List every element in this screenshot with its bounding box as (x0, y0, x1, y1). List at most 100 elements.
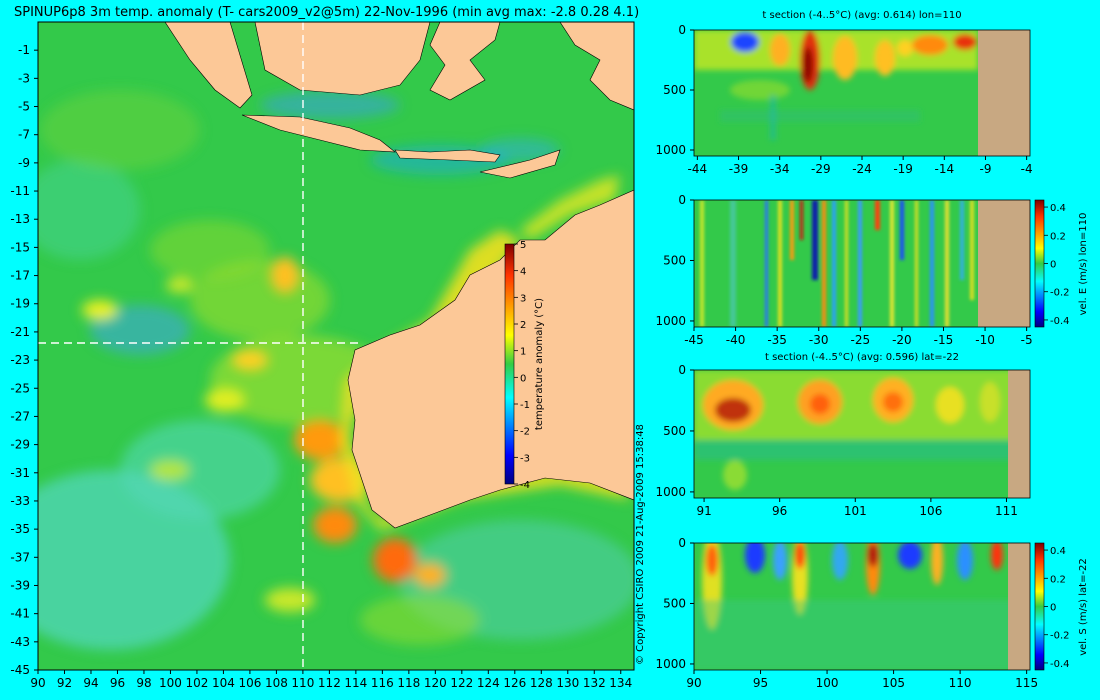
map-x-tick-label: 102 (185, 676, 208, 690)
vel-e-colorbar-label: vel. E (m/s) lon=110 (1078, 213, 1089, 316)
vel-s-section-panel: 90 95 100 105 110 115 0 500 1000 0.4 0.2 0 -0.2 -0.4… (655, 536, 1089, 690)
map-x-tick-label: 100 (159, 676, 182, 690)
map-y-tick-label: -43 (10, 635, 30, 649)
section-y-tick-label: 1000 (655, 314, 686, 328)
map-y-tick-label: -31 (10, 466, 30, 480)
map-x-axis: 90 92 94 96 98 100 102 104 106 108 110 112 114 116 118… (30, 670, 632, 690)
map-y-tick-label: -19 (10, 297, 30, 311)
map-x-tick-label: 128 (530, 676, 553, 690)
land-sulawesi (429, 22, 501, 101)
map-y-tick-label: -17 (10, 269, 30, 283)
vel-colorbar-tick-label: 0.2 (1050, 574, 1066, 585)
vel-colorbar-tick-label: -0.4 (1050, 659, 1070, 670)
section-x-tick-label: -39 (729, 162, 749, 176)
copyright-text: © Copyright CSIRO 2009 21-Aug-2009 15:38… (635, 424, 646, 665)
land-nusa-tenggara (394, 149, 501, 163)
map-y-tick-label: -27 (10, 409, 30, 423)
colorbar-tick-label: 5 (520, 240, 526, 251)
t-section-lat-panel: t section (-4..5°C) (avg: 0.596) lat=-22… (655, 352, 1031, 518)
map-y-tick-label: -37 (10, 550, 30, 564)
map-x-tick-label: 112 (318, 676, 341, 690)
section-x-tick-label: 110 (949, 676, 972, 690)
vel-colorbar-tick-label: -0.2 (1050, 631, 1070, 642)
map-y-tick-label: -7 (18, 128, 30, 142)
map-y-tick-label: -29 (10, 438, 30, 452)
map-y-tick-label: -15 (10, 240, 30, 254)
section-x-tick-label: -14 (935, 162, 955, 176)
page-title: SPINUP6p8 3m temp. anomaly (T- cars2009_… (14, 5, 640, 20)
map-y-axis: -1 -3 -5 -7 -9 -11 -13 -15 -17 -19 -21 -23 -25 -27 -29… (10, 43, 38, 677)
map-y-tick-label: -41 (10, 607, 30, 621)
colorbar-tick-label: 2 (520, 320, 526, 331)
vel-colorbar-tick-label: 0 (1050, 603, 1056, 614)
colorbar-gradient (504, 243, 515, 485)
map-x-tick-label: 132 (583, 676, 606, 690)
land-sumatra (164, 22, 253, 109)
vel-colorbar-tick-label: -0.4 (1050, 316, 1070, 327)
section-x-tick-label: -15 (934, 333, 954, 347)
vel-colorbar-tick-label: 0.2 (1050, 231, 1066, 242)
section-x-tick-label: 100 (816, 676, 839, 690)
t-section-lon-title: t section (-4..5°C) (avg: 0.614) lon=110 (762, 10, 961, 21)
map-x-tick-label: 134 (609, 676, 632, 690)
section-y-tick-label: 500 (663, 596, 686, 610)
map-x-tick-label: 114 (344, 676, 367, 690)
land-australia (347, 189, 634, 529)
map-y-tick-label: -9 (18, 156, 30, 170)
section-x-tick-label: -35 (767, 333, 787, 347)
vel-s-colorbar-label: vel. S (m/s) lat=-22 (1078, 558, 1089, 656)
map-x-tick-label: 122 (450, 676, 473, 690)
map-panel: -1-3-5-7-9-11-13-15-17-19-21-23-25-27-29… (10, 21, 635, 690)
map-x-tick-label: 104 (212, 676, 235, 690)
map-y-tick-label: -13 (10, 212, 30, 226)
map-y-tick-label: -3 (18, 71, 30, 85)
section-x-tick-label: 91 (696, 504, 711, 518)
section-y-tick-label: 1000 (655, 143, 686, 157)
colorbar-ticks: 5 4 3 2 1 0 -1 -2 -3 -4 (514, 240, 530, 491)
colorbar-tick-label: -3 (520, 453, 530, 464)
map-y-tick-label: -35 (10, 522, 30, 536)
land-new-guinea (559, 22, 634, 111)
map-y-tick-label: -21 (10, 325, 30, 339)
map-x-tick-label: 90 (30, 676, 45, 690)
map-y-tick-label: -25 (10, 381, 30, 395)
section-x-tick-label: -20 (892, 333, 912, 347)
section-x-tick-label: -24 (852, 162, 872, 176)
land-java (241, 114, 396, 153)
map-x-tick-label: 108 (265, 676, 288, 690)
section-x-tick-label: -29 (811, 162, 831, 176)
colorbar-tick-label: 0 (520, 373, 526, 384)
section-x-tick-label: 105 (882, 676, 905, 690)
land-timor (479, 149, 561, 179)
colorbar-tick-label: 3 (520, 293, 526, 304)
map-y-tick-label: -23 (10, 353, 30, 367)
section-x-tick-label: -19 (893, 162, 913, 176)
section-x-tick-label: 111 (995, 504, 1018, 518)
map-y-tick-label: -1 (18, 43, 30, 57)
land-borneo (254, 22, 431, 96)
map-x-tick-label: 106 (238, 676, 261, 690)
map-x-tick-label: 118 (397, 676, 420, 690)
section-x-tick-label: -40 (726, 333, 746, 347)
map-y-tick-label: -33 (10, 494, 30, 508)
section-x-tick-label: 101 (844, 504, 867, 518)
vel-colorbar-tick-label: 0.4 (1050, 546, 1066, 557)
section-y-tick-label: 1000 (655, 485, 686, 499)
map-y-tick-label: -39 (10, 578, 30, 592)
map-x-tick-label: 98 (136, 676, 151, 690)
map-x-tick-label: 120 (424, 676, 447, 690)
map-y-tick-label: -5 (18, 100, 30, 114)
section-y-tick-label: 1000 (655, 657, 686, 671)
t-section-lon-panel: t section (-4..5°C) (avg: 0.614) lon=110 (655, 10, 1032, 176)
section-x-tick-label: -25 (851, 333, 871, 347)
t-section-lat-title: t section (-4..5°C) (avg: 0.596) lat=-22 (765, 352, 959, 363)
section-x-tick-label: -9 (979, 162, 991, 176)
section-x-tick-label: -34 (770, 162, 790, 176)
section-y-tick-label: 0 (678, 23, 686, 37)
section-x-tick-label: -30 (809, 333, 829, 347)
colorbar-tick-label: -1 (520, 400, 530, 411)
vel-colorbar-tick-label: 0.4 (1050, 203, 1066, 214)
land (164, 22, 634, 529)
section-x-tick-label: -10 (975, 333, 995, 347)
